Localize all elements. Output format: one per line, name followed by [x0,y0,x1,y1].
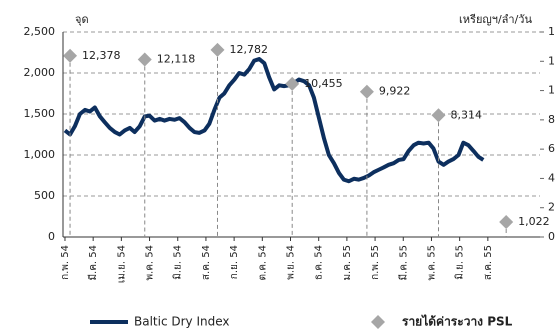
y2-axis-title: เหรียญฯ/ลำ/วัน [459,13,532,26]
legend-label: Baltic Dry Index [134,315,230,329]
legend-label: รายได้ค่าระวาง PSL [402,314,513,329]
data-label: 8,314 [451,108,483,121]
data-label: 12,378 [82,49,121,62]
y-tick-label: 2,500 [24,25,56,38]
y-tick-label: 2,000 [24,66,56,79]
x-tick-label: ก.ย. 54 [229,245,240,279]
y2-tick-label: 4 [548,171,555,184]
y2-tick-label: 6 [548,142,555,155]
x-tick-label: ต.ค. 54 [257,245,268,280]
diamond-marker [499,215,514,230]
y-tick-label: 500 [34,189,55,202]
x-tick-label: พ.ค. 55 [426,245,437,281]
y-tick-label: 1,000 [24,148,56,161]
x-tick-label: มี.ค. 55 [397,245,409,281]
y2-tick-label: 8 [548,113,555,126]
y-tick-label: 0 [48,230,55,243]
x-tick-label: ธ.ค. 54 [314,245,325,280]
y2-tick-label: 1 [548,25,555,38]
data-line [63,57,485,184]
diamond-marker [210,42,225,57]
diamond-marker [431,108,446,123]
x-tick-label: พ.ย. 54 [286,245,297,280]
x-tick-label: พ.ค. 54 [145,245,156,281]
data-label: 1,022 [518,215,550,228]
diamond-marker [63,48,78,63]
data-label: 12,118 [157,53,196,66]
y2-tick-label: 2 [548,201,555,214]
diamond-marker [285,76,300,91]
diamond-marker [137,52,152,67]
x-tick-label: ก.พ. 55 [370,245,381,280]
data-label: 12,782 [229,43,268,56]
y2-tick-label: 1 [548,84,555,97]
y2-tick-label: 1 [548,54,555,67]
x-tick-label: มิ.ย. 55 [455,245,466,280]
x-tick-label: มี.ค. 54 [87,245,99,281]
x-tick-label: เม.ย. 54 [116,245,127,283]
diamond-marker [359,84,374,99]
legend-marker [371,315,385,329]
y2-tick-label: 0 [548,230,555,243]
x-tick-label: มิ.ย. 54 [173,245,184,280]
x-tick-label: ส.ค. 54 [201,245,212,280]
x-tick-label: ม.ค. 55 [342,245,353,281]
x-tick-label: ส.ค. 55 [483,245,494,280]
x-tick-label: ก.พ. 54 [60,245,71,280]
data-label: 9,922 [379,85,411,98]
y-tick-label: 1,500 [24,107,56,120]
y-axis-title: จุด [75,13,89,26]
data-label: 10,455 [304,77,343,90]
